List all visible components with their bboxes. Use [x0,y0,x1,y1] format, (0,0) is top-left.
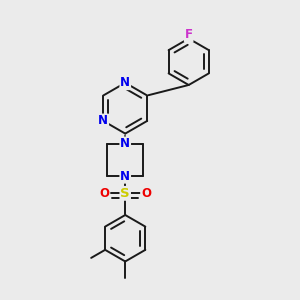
Text: N: N [120,76,130,89]
Text: O: O [141,187,151,200]
Text: F: F [185,28,193,41]
Text: N: N [98,114,108,128]
Text: S: S [120,187,130,200]
Text: N: N [120,137,130,150]
Text: N: N [120,170,130,183]
Text: O: O [100,187,110,200]
